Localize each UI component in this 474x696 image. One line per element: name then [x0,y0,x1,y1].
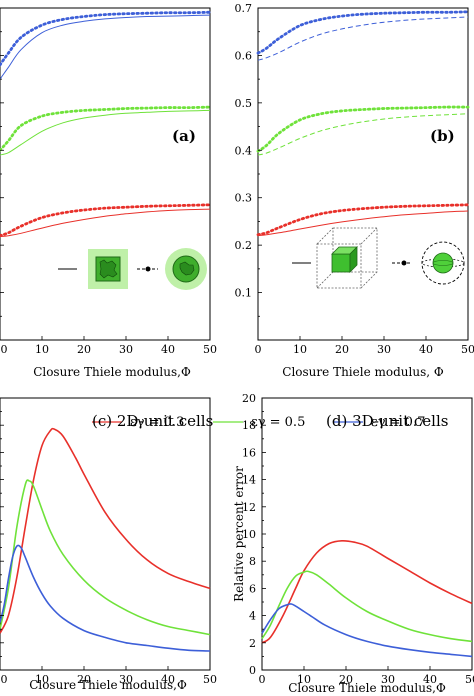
legend-label-2: εγ = 0.7 [371,415,425,430]
panel-d-ytick-label: 0 [249,664,256,677]
chart-panel-a: (a) 0 10 20 30 40 50 Closure Thiele modulus,Φ [0,7,217,379]
panel-b-series-green-dots [256,105,470,153]
arrow-icon [137,266,158,272]
panel-b-series-red-solid [257,210,469,237]
panel-a-series-blue-dots [0,10,212,67]
panel-d-ytick-label: 2 [249,637,256,650]
panel-c-label: (c) 2D-unit cells [92,412,213,430]
panel-d-ytick-label: 8 [249,555,256,568]
panel-d-xtick-label: 30 [381,673,395,686]
legend: εγ = 0.3 εγ = 0.5 εγ = 0.7 [92,415,425,430]
panel-c-xtick-label: 20 [77,673,91,686]
panel-c-xtick-label: 10 [35,673,49,686]
panel-d-ytick-label: 14 [242,474,256,487]
panel-b-ytick-label: 0.4 [235,144,253,157]
panel-b-ytick-label: 0.1 [235,287,253,300]
panel-a-series-red-dots [0,203,212,238]
panel-d-ytick-label: 10 [242,528,256,541]
panel-b-ytick-label: 0.6 [235,49,253,62]
panel-b-ytick-label: 0.2 [235,239,253,252]
panel-a-label: (a) [172,127,196,145]
chart-panel-d: (d) 3D-unit cells 0 2 4 6 8 10 12 14 16 18 20 0 10 2… [232,392,474,695]
panel-b-ytick-label: 0.5 [235,97,253,110]
panel-d-ylabel: Relative percent error [232,466,246,602]
panel-b-xtick-label: 20 [335,343,349,356]
panel-d-xtick-label: 50 [465,673,474,686]
chart-panel-c: (c) 2D-unit cells 0 10 20 30 40 50 Closure Th… [0,397,217,692]
panel-b-xtick-label: 0 [255,343,262,356]
panel-b-xtick-label: 30 [377,343,391,356]
panel-d-xtick-label: 0 [259,673,266,686]
legend-entry-2: εγ = 0.7 [333,415,425,430]
panel-b-series-blue-dots [256,10,470,55]
panel-a-xtick-label: 50 [203,343,217,356]
panel-d-series-red-solid [261,539,473,644]
legend-entry-1: εγ = 0.5 [213,415,305,430]
panel-d-xtick-label: 40 [423,673,437,686]
panel-d-ytick-label: 16 [242,446,256,459]
panel-d-ytick-label: 12 [242,501,256,514]
panel-a-xlabel: Closure Thiele modulus,Φ [33,365,191,379]
legend-entry-0: εγ = 0.3 [92,415,184,430]
panel-d-ytick-label: 6 [249,582,256,595]
panel-a-series-blue-solid [0,14,211,80]
panel-a-xtick-label: 20 [77,343,91,356]
panel-b-series-red-dots [256,203,470,237]
chart-panel-b: (b) 0.1 0.2 0.3 0.4 0.5 0.6 0.7 0 10 20 30 40 50 Cl… [235,2,474,379]
panel-d-series-green-solid [261,570,473,643]
panel-b-label: (b) [430,127,455,145]
panel-c-xtick-label: 0 [1,673,8,686]
panel-d-series-blue-solid [261,603,473,658]
arrow-icon [392,260,412,266]
panel-b-inset [292,227,465,289]
panel-a-series-red-solid [0,208,211,238]
panel-d-ytick-label: 20 [242,392,256,405]
panel-b-series-green-dashed [257,113,469,156]
panel-d-frame [261,397,473,671]
panel-b-xlabel: Closure Thiele modulus, Φ [282,365,444,379]
panel-d-label: (d) 3D-unit cells [326,412,448,430]
legend-label-1: εγ = 0.5 [251,415,305,430]
sphere-unit-cell-icon [421,241,465,285]
panel-b-xtick-label: 40 [419,343,433,356]
panel-c-xtick-label: 40 [161,673,175,686]
cube-unit-cell-icon [316,227,378,289]
panel-c-xtick-label: 30 [119,673,133,686]
panel-d-xtick-label: 20 [339,673,353,686]
panel-b-xtick-label: 10 [293,343,307,356]
panel-a-series-green-dots [0,105,212,152]
panel-c-series-blue-solid [0,544,211,652]
panel-a-xtick-label: 30 [119,343,133,356]
legend-label-0: εγ = 0.3 [130,415,184,430]
panel-a-xtick-label: 10 [35,343,49,356]
panel-b-series-blue-dashed [257,16,469,61]
panel-d-ytick-label: 18 [242,419,256,432]
circle-unit-cell-icon [165,248,207,290]
panel-c-series-red-solid [0,427,211,634]
panel-b-frame [257,7,469,341]
panel-d-xtick-label: 10 [297,673,311,686]
panel-d-xlabel: Closure Thiele modulus,Φ [288,681,446,695]
square-unit-cell-icon [88,249,128,289]
panel-b-ytick-label: 0.3 [235,192,253,205]
panel-b-xtick-label: 50 [461,343,474,356]
panel-c-xtick-label: 50 [203,673,217,686]
panel-a-xtick-label: 0 [1,343,8,356]
panel-a-inset [58,248,207,290]
panel-b-ytick-label: 0.7 [235,2,253,15]
panel-a-series-green-solid [0,109,211,156]
panel-a-frame [0,7,211,341]
panel-c-series-green-solid [0,479,211,636]
panel-d-ytick-label: 4 [249,610,256,623]
panel-c-frame [0,397,211,671]
panel-c-xlabel: Closure Thiele modulus,Φ [29,678,187,692]
panel-a-xtick-label: 40 [161,343,175,356]
